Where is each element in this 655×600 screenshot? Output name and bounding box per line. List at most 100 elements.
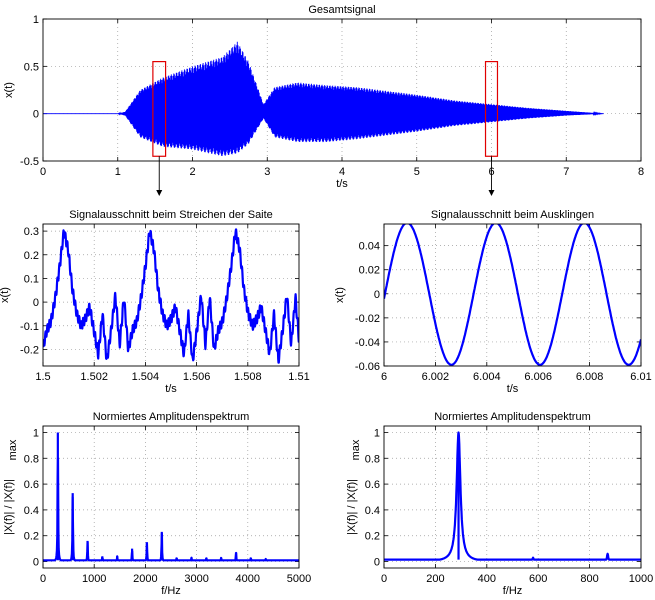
y-tick-label: 1 bbox=[33, 427, 39, 439]
x-tick-label: 0 bbox=[381, 573, 387, 585]
x-tick-label: 800 bbox=[580, 573, 598, 585]
x-tick-label: 4 bbox=[339, 166, 345, 178]
y-tick-label: 0 bbox=[33, 557, 39, 569]
y-tick-label: 0.6 bbox=[365, 479, 380, 491]
spectrum-decay-ylabel-subscript: max bbox=[350, 439, 362, 460]
x-tick-label: 6.008 bbox=[576, 371, 604, 383]
y-tick-label: 0 bbox=[33, 297, 39, 309]
y-tick-label: -0.02 bbox=[355, 313, 380, 325]
segment-decay-title: Signalausschnitt beim Ausklingen bbox=[431, 209, 594, 221]
segment-strike-axes-frame bbox=[42, 223, 300, 367]
x-tick-label: 0 bbox=[40, 573, 46, 585]
x-tick-label: 5000 bbox=[287, 573, 311, 585]
x-tick-label: 400 bbox=[478, 573, 496, 585]
x-tick-label: 6.006 bbox=[524, 371, 552, 383]
segment-strike-title: Signalausschnitt beim Streichen der Sait… bbox=[69, 209, 273, 221]
segment-strike-grid bbox=[43, 224, 299, 366]
spectrum-strike-axes-frame bbox=[42, 425, 300, 569]
overview-axes-frame bbox=[42, 18, 642, 162]
y-tick-label: 0.04 bbox=[359, 241, 380, 253]
y-tick-label: 0.2 bbox=[365, 531, 380, 543]
overview-title: Gesamtsignal bbox=[308, 4, 375, 16]
spectrum-decay-xlabel: f/Hz bbox=[503, 585, 523, 597]
y-tick-label: -0.06 bbox=[355, 361, 380, 373]
x-tick-label: 3000 bbox=[184, 573, 208, 585]
x-tick-label: 1.508 bbox=[234, 371, 262, 383]
segment-decay-axes-frame bbox=[383, 223, 642, 367]
segment-decay-panel: 6 6.002 6.004 6.006 6.008 6.01 -0.06 -0.04 -0.02… bbox=[334, 209, 652, 395]
strike-ylabel: x(t) bbox=[0, 287, 11, 303]
segment-decay-grid bbox=[384, 224, 641, 366]
y-tick-label: 0 bbox=[33, 109, 39, 121]
x-tick-label: 1.504 bbox=[132, 371, 160, 383]
spectrum-decay-ylabel: |X(f)| / |X(f)| bbox=[346, 479, 358, 535]
y-tick-label: 0.2 bbox=[24, 531, 39, 543]
x-tick-label: 7 bbox=[563, 166, 569, 178]
y-tick-label: -0.04 bbox=[355, 337, 380, 349]
spectrum-strike-ylabel: |X(f)| / |X(f)| bbox=[3, 479, 15, 535]
y-tick-label: -0.2 bbox=[20, 344, 39, 356]
segment-strike-panel: 1.5 1.502 1.504 1.506 1.508 1.51 -0.2 -0.1 0 0.1 0… bbox=[0, 209, 310, 395]
y-tick-label: 0.2 bbox=[24, 250, 39, 262]
spectrum-decay-axes-frame bbox=[383, 425, 642, 569]
y-tick-label: -0.5 bbox=[20, 156, 39, 168]
spectrum-decay-panel: 0 200 400 600 800 1000 0 0.2 0.4 0.6 0.8 1 Normierte… bbox=[346, 411, 653, 597]
zoom-arrow-head-2 bbox=[488, 190, 495, 196]
strike-spectrum-line bbox=[43, 457, 299, 562]
spectrum-strike-peaks bbox=[56, 432, 267, 561]
spectrum-decay-ticks: 0 200 400 600 800 1000 0 0.2 0.4 0.6 0.8 1 bbox=[365, 426, 653, 585]
overview-signal-line bbox=[43, 41, 604, 157]
spectrum-decay-peaks bbox=[457, 432, 609, 560]
segment-decay-ticks: 6 6.002 6.004 6.006 6.008 6.01 -0.06 -0.04 -0.02… bbox=[355, 224, 652, 383]
y-tick-label: 1 bbox=[33, 14, 39, 26]
y-tick-label: 0.1 bbox=[24, 273, 39, 285]
segment-decay-xlabel: t/s bbox=[507, 383, 519, 395]
x-tick-label: 2000 bbox=[133, 573, 157, 585]
x-tick-label: 3 bbox=[264, 166, 270, 178]
segment-strike-ticks: 1.5 1.502 1.504 1.506 1.508 1.51 -0.2 -0.1 0 0.1 0… bbox=[20, 224, 310, 383]
x-tick-label: 1000 bbox=[82, 573, 106, 585]
x-tick-label: 1.502 bbox=[80, 371, 108, 383]
spectrum-strike-ticks: 0 1000 2000 3000 4000 5000 0 0.2 0.4 0.6 0.8 1 bbox=[24, 426, 311, 585]
y-tick-label: 0.02 bbox=[359, 265, 380, 277]
x-tick-label: 4000 bbox=[236, 573, 260, 585]
y-tick-label: -0.1 bbox=[20, 321, 39, 333]
spectrum-strike-ylabel-subscript: max bbox=[7, 439, 19, 460]
zoom-arrow-head-1 bbox=[156, 190, 163, 196]
y-tick-label: 0 bbox=[374, 289, 380, 301]
spectrum-strike-grid bbox=[43, 426, 299, 568]
x-tick-label: 2 bbox=[189, 166, 195, 178]
x-tick-label: 6.01 bbox=[630, 371, 651, 383]
spectrum-strike-xlabel: f/Hz bbox=[161, 585, 181, 597]
x-tick-label: 200 bbox=[426, 573, 444, 585]
decay-signal-line bbox=[384, 224, 641, 366]
y-tick-label: 0.8 bbox=[24, 453, 39, 465]
y-tick-label: 0.3 bbox=[24, 226, 39, 238]
y-tick-label: 0.6 bbox=[24, 479, 39, 491]
y-tick-label: 0 bbox=[374, 557, 380, 569]
spectrum-decay-title: Normiertes Amplitudenspektrum bbox=[434, 411, 591, 423]
x-tick-label: 1 bbox=[115, 166, 121, 178]
x-tick-label: 8 bbox=[638, 166, 644, 178]
spectrum-strike-panel: 0 1000 2000 3000 4000 5000 0 0.2 0.4 0.6 0.8 1 Normi… bbox=[3, 411, 311, 597]
y-tick-label: 0.4 bbox=[365, 505, 380, 517]
y-tick-label: 1 bbox=[374, 427, 380, 439]
x-tick-label: 1.5 bbox=[35, 371, 50, 383]
spectrum-strike-title: Normiertes Amplitudenspektrum bbox=[93, 411, 250, 423]
x-tick-label: 0 bbox=[40, 166, 46, 178]
x-tick-label: 6.004 bbox=[473, 371, 501, 383]
y-tick-label: 0.5 bbox=[24, 61, 39, 73]
x-tick-label: 1.506 bbox=[183, 371, 211, 383]
x-tick-label: 600 bbox=[529, 573, 547, 585]
overview-ylabel: x(t) bbox=[3, 82, 15, 98]
segment-strike-xlabel: t/s bbox=[165, 383, 177, 395]
decay-spectrum-line bbox=[384, 431, 641, 561]
decay-ylabel: x(t) bbox=[334, 287, 346, 303]
x-tick-label: 6.002 bbox=[422, 371, 450, 383]
overview-xlabel: t/s bbox=[336, 178, 348, 190]
x-tick-label: 5 bbox=[414, 166, 420, 178]
spectrum-decay-grid bbox=[384, 426, 641, 568]
x-tick-label: 6 bbox=[381, 371, 387, 383]
